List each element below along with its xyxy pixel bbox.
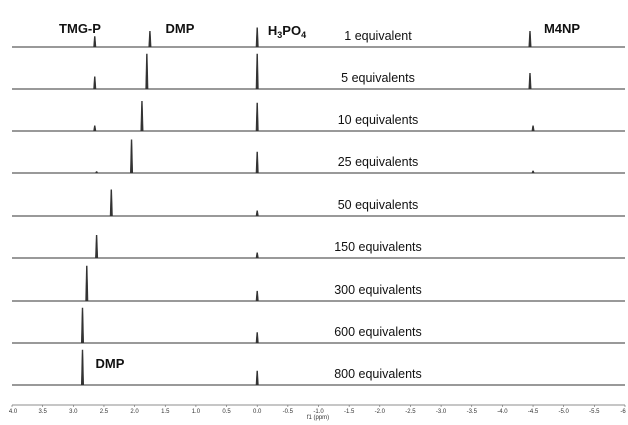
spectrum-peak [255,290,259,302]
spectrum-row [12,234,625,259]
spectrum-peak [531,125,535,132]
x-axis-title: f1 (ppm) [307,415,329,421]
spectra-traces [12,27,625,386]
x-tick-label: 3.0 [69,409,78,415]
equivalent-label: 600 equivalents [334,325,422,339]
spectrum-peak [255,332,259,344]
spectrum-peak [95,234,99,259]
spectrum-peak [94,171,99,174]
spectrum-peak [93,76,97,90]
x-tick-label: -2.0 [375,409,386,415]
spectrum-peak [255,27,259,48]
x-tick-label: 2.5 [100,409,109,415]
x-tick-label: -5.5 [589,409,600,415]
x-tick-label: -1.0 [313,409,324,415]
spectrum-peak [255,151,259,174]
equivalent-label: 10 equivalents [338,113,419,127]
spectrum-peak [531,170,535,174]
x-tick-label: 3.5 [38,409,47,415]
peak-labels: TMG-P DMP H3PO4 M4NP DMP [59,21,580,371]
x-tick-label: -6 [620,409,626,415]
x-tick-label: 4.0 [9,409,18,415]
peak-label: TMG-P [59,21,101,36]
spectrum-peak [93,125,97,132]
x-tick-label: -0.5 [283,409,294,415]
peak-label: M4NP [544,21,580,36]
spectrum-row [12,265,625,302]
spectrum-peak [93,36,97,48]
equivalent-labels: 1 equivalent 5 equivalents 10 equivalents 2… [334,29,422,381]
spectrum-peak [255,252,259,259]
x-tick-label: -2.5 [405,409,416,415]
peak-label: H3PO4 [268,23,306,40]
spectrum-peak [255,370,259,386]
equivalent-label: 1 equivalent [344,29,412,43]
equivalent-label: 50 equivalents [338,198,419,212]
x-tick-label: -1.5 [344,409,355,415]
x-tick-label: 2.0 [130,409,139,415]
x-tick-label: -5.0 [559,409,570,415]
spectrum-peak [80,349,85,386]
equivalent-label: 800 equivalents [334,367,422,381]
spectrum-peak [130,139,134,174]
x-tick-label: -4.5 [528,409,539,415]
spectrum-row [12,53,625,90]
spectrum-row [12,349,625,386]
spectrum-row [12,189,625,217]
peak-label: DMP [96,356,125,371]
spectrum-peak [255,102,259,132]
spectrum-peak [85,265,89,302]
x-tick-label: -4.0 [497,409,508,415]
x-tick-label: 1.5 [161,409,170,415]
spectrum-peak [145,53,149,90]
spectrum-peak [80,307,85,344]
spectrum-row [12,27,625,48]
spectrum-row [12,307,625,344]
x-tick-label: 1.0 [192,409,201,415]
x-tick-label: 0.0 [253,409,262,415]
spectrum-peak [109,189,113,217]
x-tick-label: 0.5 [222,409,231,415]
spectrum-row [12,100,625,132]
spectrum-peak [255,210,259,217]
x-tick-label: -3.5 [467,409,478,415]
equivalent-label: 5 equivalents [341,71,415,85]
spectrum-peak [528,30,532,48]
spectrum-peak [255,53,259,90]
equivalent-label: 25 equivalents [338,155,419,169]
x-axis: 4.0 3.5 3.0 2.5 2.0 1.5 1.0 0.5 0.0 -0.5 -1.0 -1.5 -… [9,404,626,415]
spectrum-peak [148,30,152,48]
x-tick-label: -3.0 [436,409,447,415]
equivalent-label: 300 equivalents [334,283,422,297]
spectrum-peak [140,100,144,132]
peak-label: DMP [166,21,195,36]
spectrum-peak [528,72,532,90]
spectrum-row [12,139,625,174]
equivalent-label: 150 equivalents [334,240,422,254]
